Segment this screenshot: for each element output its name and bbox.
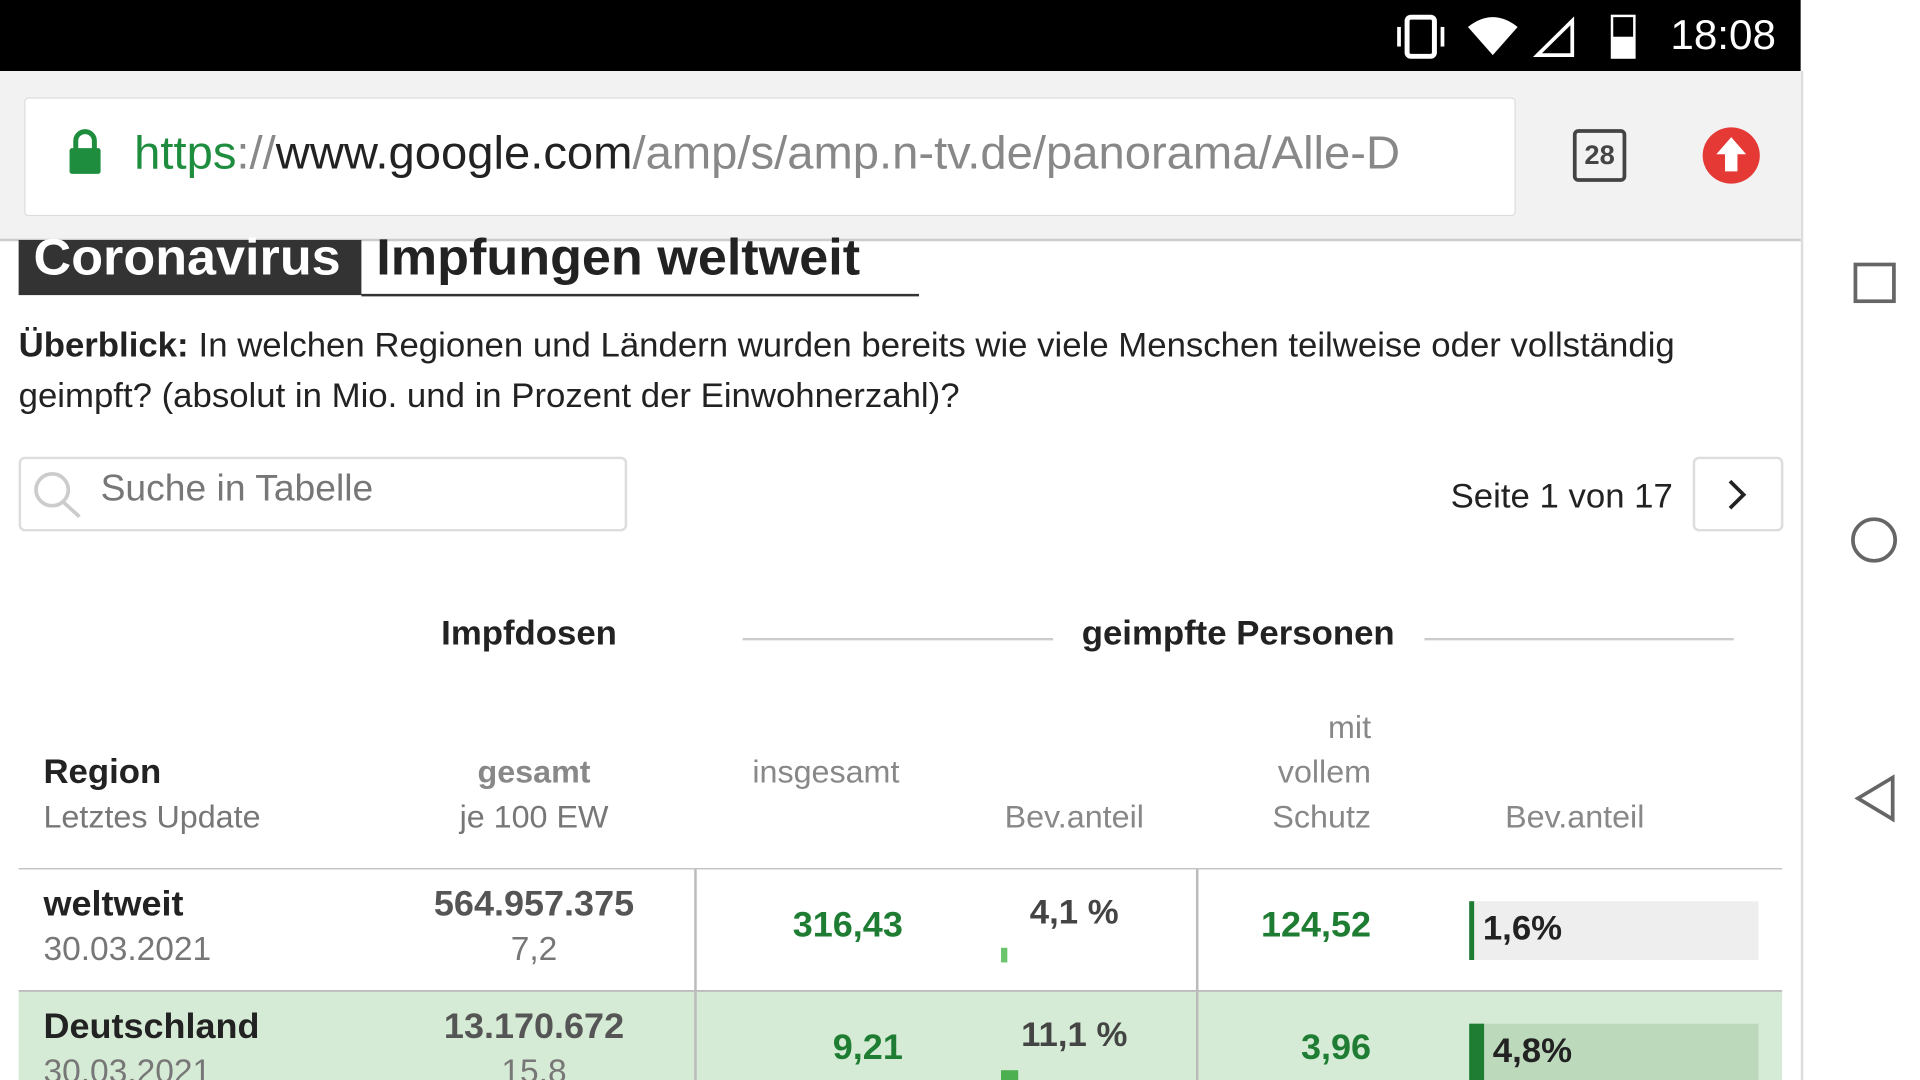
full-share: 4,8% (1493, 1032, 1572, 1070)
vaccinated-share: 11,1 % (1021, 1016, 1127, 1054)
update-date: 30.03.2021 (43, 1054, 211, 1080)
region: Deutschland (43, 1006, 259, 1046)
pagination: Seite 1 von 17 (1451, 478, 1673, 516)
table-body: weltweit 30.03.2021 564.957.375 7,2 316,43 4,… (18, 869, 1783, 1080)
intro-line: geimpft? (absolut in Mio. und in Prozent… (19, 377, 960, 415)
vaccinated-share: 4,1 % (1030, 894, 1119, 932)
lock-icon (69, 129, 101, 174)
intro-label: Überblick: (19, 326, 189, 365)
recents-button[interactable] (1853, 262, 1896, 304)
search-input[interactable] (18, 456, 628, 532)
url-host: www.google.com (275, 127, 633, 179)
doses-per100: 15,8 (501, 1054, 566, 1080)
update-button[interactable] (1702, 127, 1760, 184)
doses-total: 564.957.375 (434, 884, 634, 924)
url-path: /amp/s/amp.n-tv.de/panorama/Alle-D (632, 127, 1400, 179)
next-icon (1728, 479, 1747, 510)
column-header: gesamt (478, 753, 591, 789)
doses-per100: 7,2 (511, 931, 558, 968)
url-text: https://www.google.com/amp/s/amp.n-tv.de… (134, 127, 1400, 179)
status-bar (0, 0, 1801, 72)
column-header: Region (43, 753, 161, 791)
share-bar (1000, 947, 1008, 963)
group-header: geimpfte Personen (1082, 615, 1395, 653)
share-bar-track (1469, 1023, 1759, 1080)
title-tag: Coronavirus (34, 228, 341, 286)
url-scheme: https (134, 127, 236, 179)
column-subheader: je 100 EW (459, 799, 610, 835)
column-header: Bev.anteil (1005, 799, 1144, 835)
column-header: vollem (1278, 753, 1371, 789)
nav-bar (1800, 0, 1920, 1080)
title-tag-box (18, 240, 362, 296)
column-header: Bev.anteil (1505, 799, 1644, 835)
status-icons (1397, 14, 1636, 59)
share-bar (1469, 1023, 1485, 1080)
tab-count: 28 (1584, 139, 1614, 170)
url-bar[interactable] (24, 97, 1516, 217)
column-header: Schutz (1272, 799, 1371, 835)
search-icon (34, 472, 81, 519)
share-bar (1469, 901, 1475, 960)
fully-vaccinated: 3,96 (1301, 1027, 1371, 1067)
home-button[interactable] (1851, 517, 1898, 563)
vaccinated-total: 9,21 (833, 1027, 903, 1067)
url-separator: :// (236, 127, 276, 179)
search-placeholder: Suche in Tabelle (101, 468, 374, 509)
share-bar-track (1469, 901, 1759, 960)
share-bar (1000, 1070, 1019, 1080)
column-subheader: Letztes Update (43, 799, 260, 835)
update-date: 30.03.2021 (43, 931, 211, 968)
group-header: Impfdosen (441, 615, 617, 653)
intro-line: In welchen Regionen und Ländern wurden b… (199, 327, 1675, 365)
tab-switcher[interactable] (1572, 129, 1627, 182)
clock: 18:08 (1670, 11, 1776, 58)
region: weltweit (42, 884, 183, 924)
full-share: 1,6% (1483, 910, 1562, 948)
column-header: mit (1328, 709, 1371, 745)
title: Impfungen weltweit (376, 228, 860, 286)
vaccinated-total: 316,43 (793, 905, 903, 945)
doses-total: 13.170.672 (444, 1006, 624, 1046)
column-header: insgesamt (752, 753, 899, 789)
fully-vaccinated: 124,52 (1261, 905, 1371, 945)
next-page-button[interactable] (1692, 456, 1784, 532)
intro: Überblick: In welchen Regionen und Länder… (19, 326, 1675, 365)
back-button[interactable] (1854, 774, 1895, 823)
